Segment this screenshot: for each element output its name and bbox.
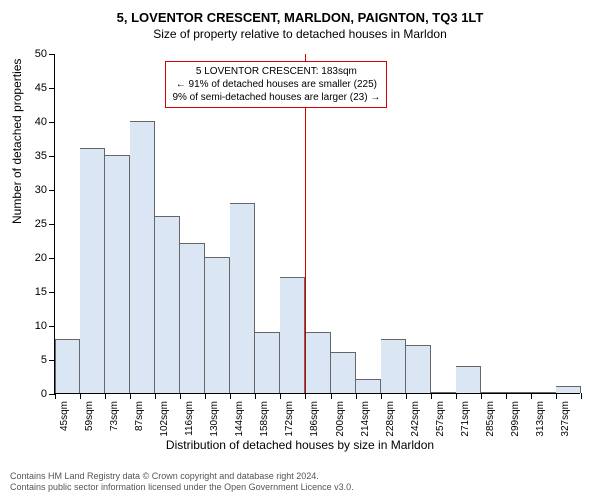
- histogram-bar: [180, 243, 205, 393]
- histogram-bar: [456, 366, 481, 393]
- y-axis-label: Number of detached properties: [10, 59, 24, 224]
- histogram-bar: [481, 392, 506, 393]
- chart-area: 0510152025303540455045sqm59sqm73sqm87sqm…: [54, 54, 580, 394]
- y-tick-label: 50: [35, 48, 55, 60]
- x-tick-label: 73sqm: [109, 401, 120, 441]
- histogram-bar: [431, 392, 456, 393]
- histogram-bar: [130, 121, 155, 393]
- histogram-plot: 0510152025303540455045sqm59sqm73sqm87sqm…: [54, 54, 580, 394]
- x-tick-label: 45sqm: [59, 401, 70, 441]
- x-tick-label: 214sqm: [360, 401, 371, 441]
- x-tick-label: 285sqm: [485, 401, 496, 441]
- histogram-bar: [155, 216, 180, 393]
- x-tick: [406, 393, 407, 399]
- x-tick: [230, 393, 231, 399]
- x-tick-label: 130sqm: [209, 401, 220, 441]
- histogram-bar: [331, 352, 356, 393]
- histogram-bar: [381, 339, 406, 393]
- histogram-bar: [55, 339, 80, 393]
- histogram-bar: [305, 332, 330, 393]
- x-tick-label: 102sqm: [159, 401, 170, 441]
- y-tick-label: 10: [35, 320, 55, 332]
- x-tick: [381, 393, 382, 399]
- x-tick: [155, 393, 156, 399]
- x-tick: [105, 393, 106, 399]
- y-tick-label: 45: [35, 82, 55, 94]
- histogram-bar: [80, 148, 105, 393]
- x-tick: [280, 393, 281, 399]
- x-tick: [205, 393, 206, 399]
- histogram-bar: [280, 277, 305, 393]
- histogram-bar: [105, 155, 130, 393]
- x-tick: [55, 393, 56, 399]
- histogram-bar: [255, 332, 280, 393]
- y-tick-label: 30: [35, 184, 55, 196]
- x-tick-label: 186sqm: [309, 401, 320, 441]
- x-tick-label: 242sqm: [410, 401, 421, 441]
- x-tick: [581, 393, 582, 399]
- x-axis-label: Distribution of detached houses by size …: [0, 438, 600, 452]
- annotation-box: 5 LOVENTOR CRESCENT: 183sqm← 91% of deta…: [165, 61, 387, 108]
- x-tick: [255, 393, 256, 399]
- x-tick: [556, 393, 557, 399]
- footer-attribution: Contains HM Land Registry data © Crown c…: [10, 471, 354, 494]
- y-tick-label: 15: [35, 286, 55, 298]
- annotation-line: ← 91% of detached houses are smaller (22…: [172, 78, 380, 91]
- x-tick-label: 271sqm: [460, 401, 471, 441]
- histogram-bar: [205, 257, 230, 393]
- x-tick-label: 116sqm: [184, 401, 195, 441]
- x-tick-label: 299sqm: [510, 401, 521, 441]
- page-subtitle: Size of property relative to detached ho…: [0, 25, 600, 41]
- histogram-bar: [531, 392, 556, 393]
- x-tick-label: 87sqm: [134, 401, 145, 441]
- y-tick-label: 25: [35, 218, 55, 230]
- x-tick: [331, 393, 332, 399]
- histogram-bar: [230, 203, 255, 393]
- x-tick-label: 200sqm: [335, 401, 346, 441]
- x-tick: [456, 393, 457, 399]
- x-tick: [506, 393, 507, 399]
- y-tick-label: 5: [41, 354, 55, 366]
- x-tick-label: 257sqm: [435, 401, 446, 441]
- x-tick: [180, 393, 181, 399]
- histogram-bar: [356, 379, 381, 393]
- histogram-bar: [556, 386, 581, 393]
- x-tick: [481, 393, 482, 399]
- x-tick-label: 327sqm: [560, 401, 571, 441]
- x-tick-label: 172sqm: [284, 401, 295, 441]
- page-title: 5, LOVENTOR CRESCENT, MARLDON, PAIGNTON,…: [0, 0, 600, 25]
- annotation-line: 9% of semi-detached houses are larger (2…: [172, 91, 380, 104]
- x-tick: [305, 393, 306, 399]
- x-tick: [431, 393, 432, 399]
- x-tick: [130, 393, 131, 399]
- x-tick-label: 228sqm: [385, 401, 396, 441]
- x-tick: [531, 393, 532, 399]
- x-tick: [80, 393, 81, 399]
- y-tick-label: 35: [35, 150, 55, 162]
- x-tick: [356, 393, 357, 399]
- y-tick-label: 40: [35, 116, 55, 128]
- footer-line-1: Contains HM Land Registry data © Crown c…: [10, 471, 354, 483]
- annotation-line: 5 LOVENTOR CRESCENT: 183sqm: [172, 65, 380, 78]
- x-tick-label: 144sqm: [234, 401, 245, 441]
- histogram-bar: [506, 392, 531, 393]
- y-tick-label: 20: [35, 252, 55, 264]
- x-tick-label: 158sqm: [259, 401, 270, 441]
- x-tick-label: 313sqm: [535, 401, 546, 441]
- histogram-bar: [406, 345, 431, 393]
- footer-line-2: Contains public sector information licen…: [10, 482, 354, 494]
- x-tick-label: 59sqm: [84, 401, 95, 441]
- y-tick-label: 0: [41, 388, 55, 400]
